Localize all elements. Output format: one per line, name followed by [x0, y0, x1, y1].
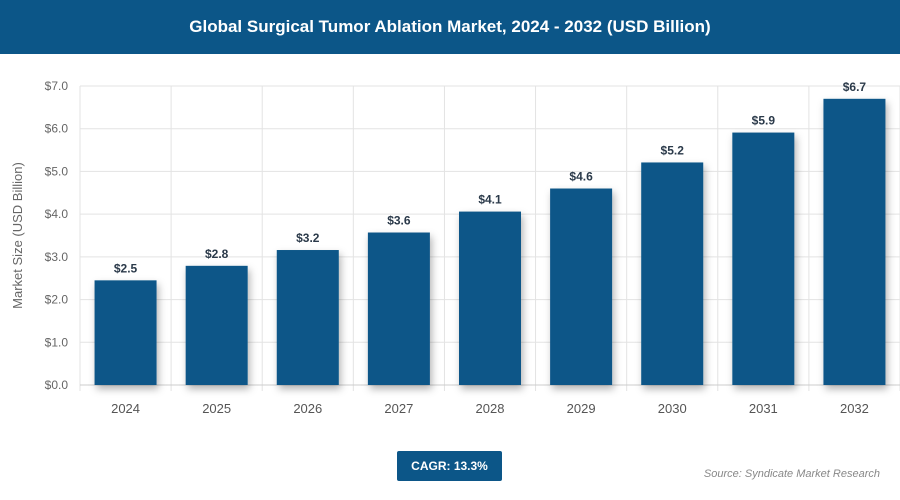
x-tick-label: 2028 — [476, 401, 505, 416]
y-tick-label: $6.0 — [45, 122, 69, 136]
data-label: $6.7 — [843, 80, 867, 94]
x-tick-label: 2032 — [840, 401, 869, 416]
cagr-badge: CAGR: 13.3% — [397, 451, 502, 481]
bar-2024 — [94, 280, 157, 385]
data-label: $5.9 — [752, 114, 776, 128]
x-tick-label: 2026 — [293, 401, 322, 416]
chart-title: Global Surgical Tumor Ablation Market, 2… — [0, 0, 900, 54]
y-tick-label: $5.0 — [45, 164, 69, 178]
data-label: $4.1 — [478, 193, 502, 207]
x-tick-label: 2031 — [749, 401, 778, 416]
data-label: $5.2 — [661, 143, 685, 157]
data-label: $3.6 — [387, 214, 411, 228]
y-tick-label: $0.0 — [45, 378, 69, 392]
y-tick-label: $1.0 — [45, 335, 69, 349]
bar-2030 — [641, 162, 704, 385]
y-tick-label: $4.0 — [45, 207, 69, 221]
x-tick-label: 2024 — [111, 401, 140, 416]
y-axis-label: Market Size (USD Billion) — [10, 162, 25, 309]
bar-chart: $0.0 $1.0 $2.0 $3.0 $4.0 $5.0 $6.0 $7.0 Market S… — [10, 79, 900, 416]
bar-2026 — [276, 250, 339, 385]
bar-2032 — [823, 98, 886, 386]
source-note: Source: Syndicate Market Research — [703, 468, 880, 480]
bar-2025 — [185, 265, 248, 385]
y-tick-label: $7.0 — [45, 79, 69, 93]
x-tick-label: 2025 — [202, 401, 231, 416]
data-label: $2.8 — [205, 247, 229, 261]
y-tick-label: $2.0 — [45, 293, 69, 307]
data-label: $2.5 — [114, 261, 138, 275]
bar-2031 — [732, 132, 795, 385]
x-tick-label: 2030 — [658, 401, 687, 416]
x-tick-label: 2029 — [567, 401, 596, 416]
data-label: $3.2 — [296, 231, 320, 245]
y-tick-label: $3.0 — [45, 250, 69, 264]
x-tick-label: 2027 — [384, 401, 413, 416]
bar-2029 — [550, 188, 613, 385]
bar-2027 — [367, 232, 430, 385]
data-label: $4.6 — [569, 170, 593, 184]
bar-2028 — [459, 211, 521, 385]
